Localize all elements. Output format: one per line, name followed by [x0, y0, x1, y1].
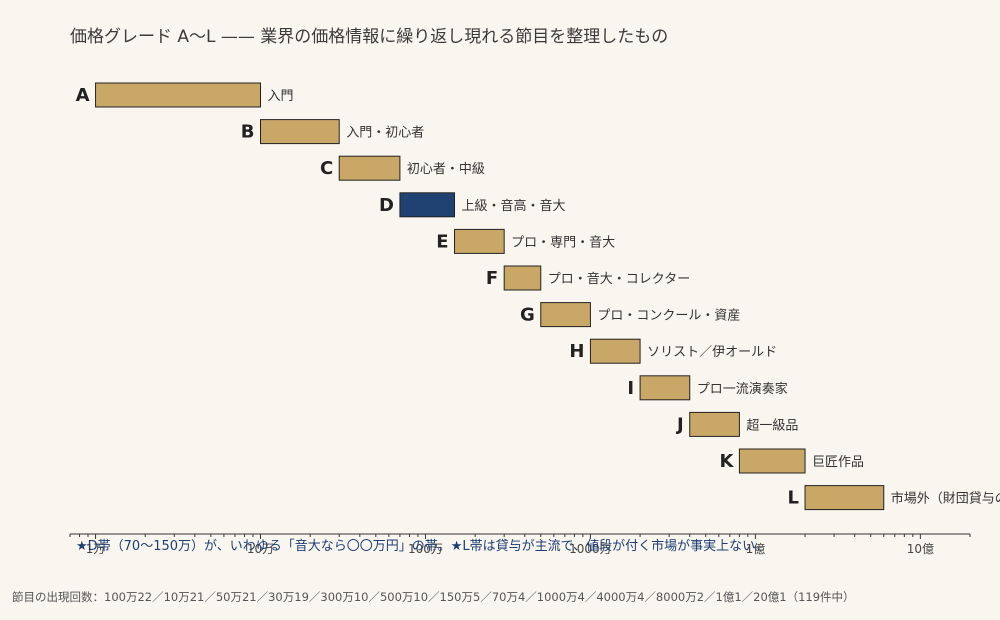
grade-bar-c — [338, 155, 401, 181]
grade-bar-h — [589, 338, 641, 364]
grade-bar-k — [738, 448, 806, 474]
grade-label-d: 上級・音高・音大 — [462, 198, 566, 214]
x-tick-label: 1万 — [86, 542, 106, 556]
grade-bar-f — [503, 265, 542, 291]
grade-bar-b — [260, 119, 340, 145]
grade-bar-e — [454, 228, 505, 254]
grade-label-f: プロ・音大・コレクター — [548, 271, 690, 287]
grade-letter-d: D — [379, 195, 394, 216]
grade-letter-k: K — [719, 451, 734, 472]
x-axis: 1万 10万 100万 1000万 1億 10億 — [69, 533, 971, 556]
grade-bar-l — [804, 485, 885, 511]
x-tick-label: 10億 — [907, 542, 934, 556]
grade-label-c: 初心者・中級 — [407, 162, 485, 177]
chart-footer: 節目の出現回数：100万22／10万21／50万21／30万19／300万10／… — [12, 590, 855, 604]
grade-letter-j: J — [675, 414, 684, 435]
grade-letter-g: G — [520, 305, 535, 326]
grade-label-b: 入門・初心者 — [346, 126, 424, 141]
grade-bar-j — [689, 411, 740, 437]
grade-label-l: 市場外（財団貸与の世界） — [891, 491, 1000, 507]
x-tick-label: 100万 — [408, 542, 443, 556]
x-tick-label: 1000万 — [569, 542, 612, 556]
grade-label-h: ソリスト／伊オールド — [647, 345, 777, 360]
grade-label-k: 巨匠作品 — [812, 455, 864, 470]
bars-layer: A 入門 B 入門・初心者 C 初心者・中級 D 上級・音高・音大 E プロ・専門・音大 F プロ・音… — [76, 82, 1000, 511]
grade-letter-e: E — [436, 231, 448, 252]
x-tick-label: 10万 — [247, 542, 274, 556]
grade-bar-g — [540, 302, 591, 328]
grade-letter-l: L — [788, 488, 799, 509]
chart-title: 価格グレード A〜L —— 業界の価格情報に繰り返し現れる節目を整理したもの — [70, 27, 668, 47]
grade-label-i: プロ一流演奏家 — [697, 381, 788, 397]
grade-letter-b: B — [241, 122, 255, 143]
x-tick-label: 1億 — [746, 542, 766, 556]
grade-letter-i: I — [627, 378, 634, 399]
grade-label-g: プロ・コンクール・資産 — [597, 308, 740, 324]
chart-annotation: ★D帯（70〜150万）が、いわゆる「音大なら〇〇万円」の帯。★L帯は貸与が主流… — [76, 538, 768, 554]
grade-letter-h: H — [569, 341, 584, 362]
grade-bar-a — [95, 82, 262, 108]
grade-bar-d — [399, 192, 456, 218]
grade-letter-a: A — [76, 85, 90, 106]
grade-label-j: 超一級品 — [746, 418, 798, 433]
grade-label-e: プロ・専門・音大 — [511, 234, 615, 250]
grade-bar-i — [639, 375, 691, 401]
grade-label-a: 入門 — [268, 89, 294, 104]
grade-letter-c: C — [320, 158, 333, 179]
grade-letter-f: F — [486, 268, 498, 289]
